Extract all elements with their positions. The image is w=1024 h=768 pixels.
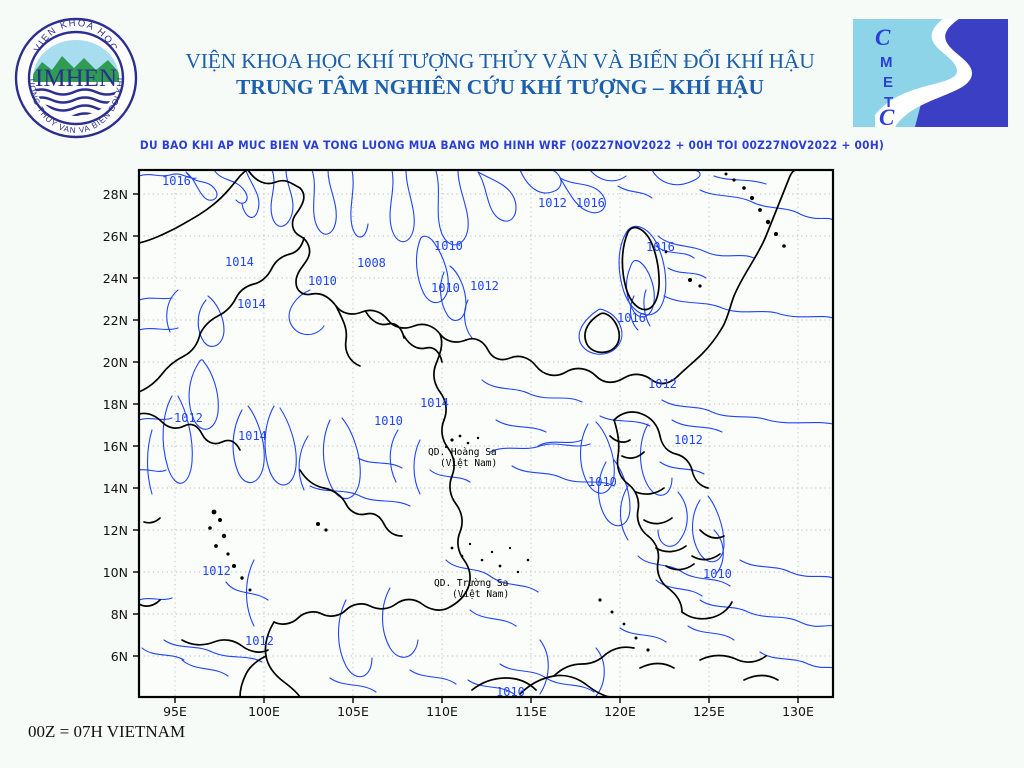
cmetc-letters: C M E T C: [875, 25, 895, 130]
isobar-label: 1012: [174, 411, 203, 425]
isobar-label: 1014: [420, 396, 449, 410]
isobar-label: 1010: [308, 274, 337, 288]
isobar-label: 1012: [538, 196, 567, 210]
isobar-label: 1012: [648, 377, 677, 391]
isobar-label: 1010: [431, 281, 460, 295]
place-label-hoangsa-line1: QD. Hoàng Sa: [428, 447, 497, 458]
svg-text:T: T: [884, 94, 893, 111]
y-tick-label: 10N: [103, 565, 128, 580]
isobar-label: 1016: [646, 240, 675, 254]
axis-ticks: [133, 193, 799, 703]
imhen-logo: IMHEN VIEN KHOA HOC KHI TUONG THUY VAN V…: [9, 9, 140, 140]
isobar-label: 1014: [238, 429, 267, 443]
svg-text:C: C: [879, 105, 895, 127]
timezone-note: 00Z = 07H VIETNAM: [28, 722, 186, 741]
forecast-subtitle: DU BAO KHI AP MUC BIEN VA TONG LUONG MUA…: [139, 138, 885, 152]
y-tick-label: 18N: [103, 397, 128, 412]
y-tick-label: 26N: [103, 229, 128, 244]
institute-title: VIỆN KHOA HỌC KHÍ TƯỢNG THỦY VĂN VÀ BIẾN…: [185, 49, 815, 73]
title-block: VIỆN KHOA HỌC KHÍ TƯỢNG THỦY VĂN VÀ BIẾN…: [150, 48, 850, 101]
y-tick-label: 8N: [111, 607, 128, 622]
imhen-center-text: IMHEN: [35, 65, 117, 92]
y-tick-label: 20N: [103, 355, 128, 370]
isobar-label: 1008: [357, 256, 386, 270]
svg-text:M: M: [880, 54, 893, 71]
isobar-label: 1010: [496, 685, 525, 699]
isobar-label: 1014: [225, 255, 254, 269]
y-tick-label: 16N: [103, 439, 128, 454]
y-tick-label: 22N: [103, 313, 128, 328]
isobar-label: 1010: [703, 567, 732, 581]
page-header: IMHEN VIEN KHOA HOC KHI TUONG THUY VAN V…: [0, 0, 1024, 152]
x-tick-label: 120E: [604, 704, 636, 719]
x-tick-label: 105E: [337, 704, 369, 719]
y-axis-tick-labels: 6N 8N 10N 12N 14N 16N 18N 20N 22N 24N 26…: [103, 187, 128, 664]
y-tick-label: 6N: [111, 649, 128, 664]
island-dots: [208, 172, 786, 652]
y-tick-label: 12N: [103, 523, 128, 538]
map-frame: [137, 168, 835, 699]
isobar-label: 1012: [245, 634, 274, 648]
place-label-truongsa-line2: (Việt Nam): [452, 589, 509, 600]
x-tick-label: 130E: [782, 704, 814, 719]
imhen-logo-svg: IMHEN VIEN KHOA HOC KHI TUONG THUY VAN V…: [9, 9, 138, 139]
x-tick-label: 115E: [515, 704, 547, 719]
place-label-hoangsa-line2: (Việt Nam): [440, 458, 497, 469]
isobar-label: 1010: [374, 414, 403, 428]
isobar-label: 1010: [588, 475, 617, 489]
y-tick-label: 24N: [103, 271, 128, 286]
coastlines: [139, 170, 797, 697]
isobar-label: 1016: [617, 311, 646, 325]
svg-text:C: C: [875, 25, 891, 50]
place-label-truongsa-line1: QD. Trường Sa: [434, 578, 508, 589]
isobar-label: 1014: [237, 297, 266, 311]
y-tick-label: 14N: [103, 481, 128, 496]
isobar-label: 1016: [162, 174, 191, 188]
x-tick-label: 100E: [248, 704, 280, 719]
svg-text:E: E: [883, 74, 893, 91]
x-tick-label: 110E: [426, 704, 458, 719]
cmetc-logo-svg: C M E T C: [853, 17, 1008, 130]
isobar-label: 1012: [470, 279, 499, 293]
x-tick-label: 125E: [693, 704, 725, 719]
y-tick-label: 28N: [103, 187, 128, 202]
x-axis-tick-labels: 95E 100E 105E 110E 115E 120E 125E 130E: [163, 704, 814, 719]
isobar-labels: 1016 1012 1016 1010 1016 1014 1008 1016 …: [162, 174, 732, 699]
isobar-label: 1012: [674, 433, 703, 447]
x-tick-label: 95E: [163, 704, 187, 719]
isobar-label: 1016: [576, 196, 605, 210]
cmetc-logo: C M E T C: [853, 17, 1008, 130]
center-title: TRUNG TÂM NGHIÊN CỨU KHÍ TƯỢNG – KHÍ HẬU: [236, 75, 764, 99]
map-plot-background: [139, 170, 833, 697]
isobar-label: 1010: [434, 239, 463, 253]
isobar-label: 1012: [202, 564, 231, 578]
place-labels: QD. Hoàng Sa (Việt Nam) QD. Trường Sa (V…: [428, 447, 509, 600]
